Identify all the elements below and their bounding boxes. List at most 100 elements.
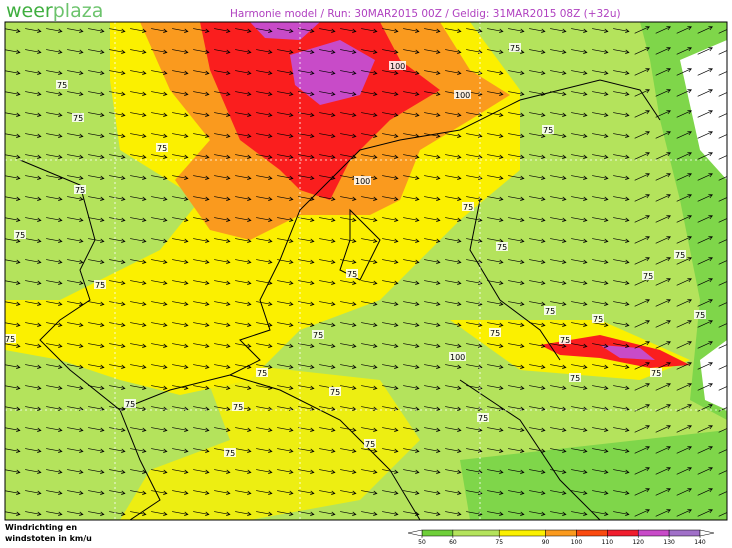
arrow xyxy=(46,469,63,475)
arrow xyxy=(403,70,420,76)
arrow xyxy=(235,385,252,391)
arrow xyxy=(445,280,462,286)
arrow xyxy=(340,322,357,328)
arrow xyxy=(382,175,399,181)
arrow xyxy=(382,259,399,265)
arrow xyxy=(550,364,567,370)
arrow xyxy=(46,427,63,433)
arrow xyxy=(340,343,357,349)
arrow xyxy=(46,490,63,496)
arrow xyxy=(697,467,713,475)
arrow xyxy=(571,364,588,370)
arrow xyxy=(634,194,650,202)
arrow xyxy=(592,490,609,496)
arrow xyxy=(88,343,105,349)
arrow xyxy=(487,322,504,328)
arrow xyxy=(676,26,692,34)
arrow xyxy=(172,112,189,118)
contour-label: 75 xyxy=(5,335,15,344)
contour-label: 75 xyxy=(543,126,553,135)
arrow xyxy=(277,469,294,475)
arrow xyxy=(130,280,147,286)
arrow xyxy=(424,406,441,412)
arrow xyxy=(676,152,692,160)
arrow xyxy=(46,385,63,391)
arrow xyxy=(445,427,462,433)
arrow xyxy=(298,70,315,76)
arrow xyxy=(487,301,504,307)
arrow xyxy=(88,364,105,370)
arrow xyxy=(697,68,713,76)
arrow xyxy=(214,343,231,349)
arrow xyxy=(613,28,630,34)
arrow xyxy=(592,469,609,475)
arrow xyxy=(214,154,231,160)
arrow xyxy=(130,70,147,76)
arrow xyxy=(361,196,378,202)
arrow xyxy=(529,301,546,307)
arrow xyxy=(46,364,63,370)
arrow xyxy=(382,490,399,496)
arrow xyxy=(382,343,399,349)
legend-swatch xyxy=(545,529,577,537)
arrow xyxy=(529,133,546,139)
arrow xyxy=(5,70,21,76)
arrow xyxy=(529,70,546,76)
arrow xyxy=(67,259,84,265)
contour-label: 75 xyxy=(57,81,67,90)
arrow xyxy=(361,49,378,55)
arrow xyxy=(403,364,420,370)
arrow xyxy=(277,238,294,244)
arrow xyxy=(592,427,609,433)
arrow xyxy=(613,469,630,475)
arrow xyxy=(88,259,105,265)
arrow xyxy=(46,112,63,118)
arrow xyxy=(109,133,126,139)
arrow xyxy=(151,490,168,496)
arrow xyxy=(5,490,21,496)
arrow xyxy=(613,49,630,55)
legend-swatch xyxy=(668,529,701,537)
arrow xyxy=(340,196,357,202)
green-zone xyxy=(460,430,727,520)
contour-label-bg xyxy=(256,368,268,377)
arrow xyxy=(550,280,567,286)
arrow xyxy=(445,448,462,454)
arrow xyxy=(571,301,588,307)
arrow xyxy=(655,110,671,118)
arrow xyxy=(319,427,336,433)
arrow xyxy=(508,133,525,139)
arrow xyxy=(235,49,252,55)
arrow xyxy=(424,196,441,202)
arrow xyxy=(571,385,588,391)
arrow xyxy=(25,112,42,118)
arrow xyxy=(88,49,105,55)
arrow xyxy=(298,511,315,517)
arrow xyxy=(529,112,546,118)
arrow xyxy=(235,322,252,328)
arrow xyxy=(613,427,630,433)
contour-label-bg xyxy=(454,90,471,99)
arrow xyxy=(88,469,105,475)
arrow xyxy=(319,511,336,517)
arrow xyxy=(361,154,378,160)
arrow xyxy=(214,91,231,97)
arrow xyxy=(487,469,504,475)
contour-label: 75 xyxy=(347,270,357,279)
arrow xyxy=(445,301,462,307)
arrow xyxy=(25,49,42,55)
arrow xyxy=(592,154,609,160)
arrow xyxy=(676,89,692,97)
arrow xyxy=(487,175,504,181)
arrow xyxy=(319,343,336,349)
arrow xyxy=(214,322,231,328)
arrow xyxy=(109,154,126,160)
arrow xyxy=(67,322,84,328)
arrow xyxy=(46,70,63,76)
contour-label-bg xyxy=(346,269,358,278)
arrow xyxy=(529,217,546,223)
arrow xyxy=(88,322,105,328)
arrow xyxy=(88,196,105,202)
arrow xyxy=(445,28,462,34)
calm-zone xyxy=(680,40,727,410)
